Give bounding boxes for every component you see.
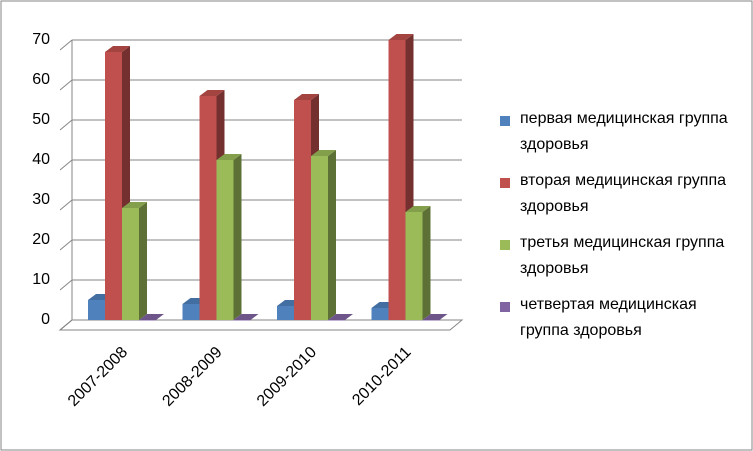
legend-swatch [500,302,510,312]
bar [328,320,345,321]
y-tick-label: 50 [32,111,50,128]
bar [105,52,122,320]
legend-item: вторая медицинская группа здоровья [500,168,745,230]
bar [277,306,294,320]
bar [311,156,328,320]
bar [371,308,389,320]
bar-top [199,90,225,96]
bar [405,212,423,320]
legend: первая медицинская группа здоровья вторая… [500,106,745,354]
y-tick-label: 10 [32,271,50,288]
legend-label: первая медицинская группа здоровья [520,110,728,153]
y-tick-label: 70 [32,31,50,48]
y-tick-label: 30 [32,191,50,208]
bar-side [139,202,147,320]
bar-top [233,314,259,320]
bar [199,96,217,320]
grid-line [59,199,73,211]
legend-swatch [500,240,510,250]
bar-top [311,150,336,156]
legend-label: вторая медицинская группа здоровья [520,172,726,215]
bar-top [422,314,448,320]
grid-line [59,79,73,91]
bar [139,320,156,321]
grid-line [59,39,73,51]
bar [233,320,251,321]
bar [294,100,311,320]
grid-line [59,239,73,251]
bar-side [422,206,431,320]
y-tick-label: 60 [32,71,50,88]
bar [88,300,105,320]
bar-top [122,202,147,208]
bar [122,208,139,320]
bar-top [139,314,164,320]
bar-top [388,34,414,40]
y-tick-label: 20 [32,231,50,248]
bar-side [233,154,242,320]
bar [422,320,440,321]
bar-top [105,46,130,52]
grid-line [59,319,73,331]
bar-side [328,150,336,320]
grid-line [59,119,73,131]
bar-top [216,154,242,160]
grid-line [59,279,73,291]
bar [216,160,234,320]
bar [182,304,200,320]
legend-label: четвертая медицинская группа здоровья [520,296,697,339]
bar-top [294,94,319,100]
legend-item: четвертая медицинская группа здоровья [500,292,745,354]
legend-item: первая медицинская группа здоровья [500,106,745,168]
legend-swatch [500,116,510,126]
bar-top [328,314,353,320]
bar [388,40,406,320]
grid-line [59,159,73,171]
legend-swatch [500,178,510,188]
bar-top [405,206,431,212]
y-tick-label: 40 [32,151,50,168]
legend-item: третья медицинская группа здоровья [500,230,745,292]
y-tick-label: 0 [41,311,50,328]
legend-label: третья медицинская группа здоровья [520,234,725,277]
